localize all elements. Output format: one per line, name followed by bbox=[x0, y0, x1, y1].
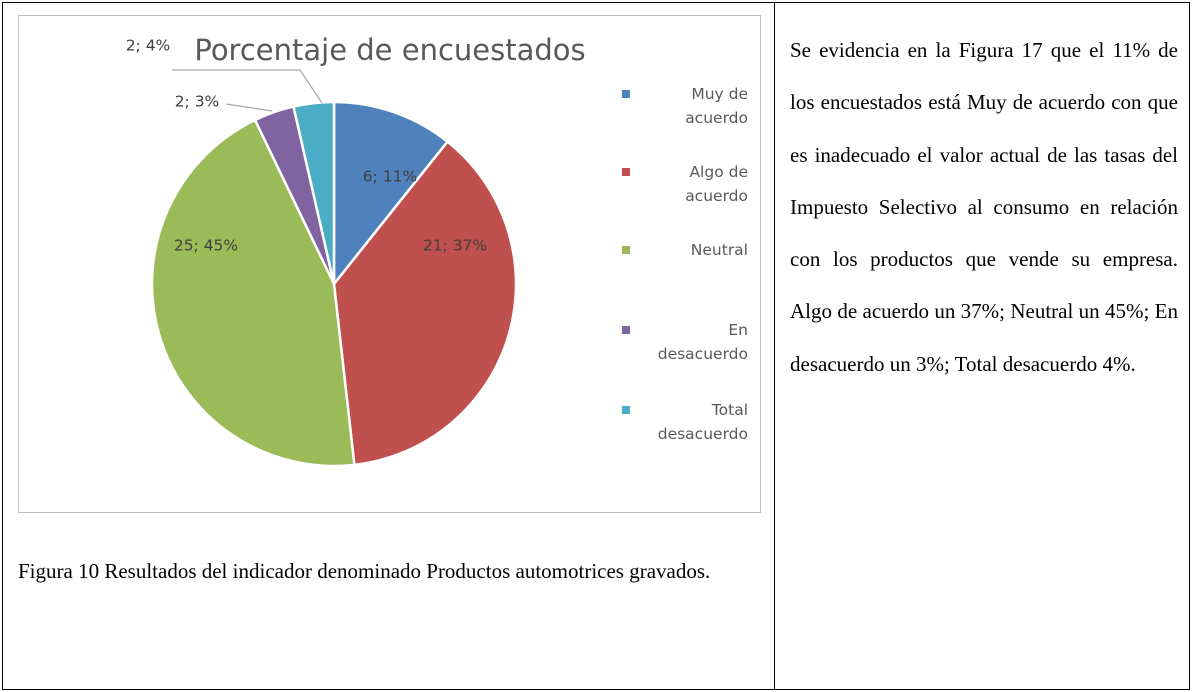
figure-caption: Figura 10 Resultados del indicador denom… bbox=[18, 559, 711, 583]
pie-slice bbox=[292, 100, 336, 285]
description: Se evidencia en la Figura 17 que el 11% … bbox=[790, 38, 1178, 376]
pie-slice bbox=[332, 100, 450, 288]
legend-item: Algo de acuerdo bbox=[622, 160, 748, 208]
data-label: 21; 37% bbox=[423, 237, 487, 255]
legend-item: Total desacuerdo bbox=[622, 398, 748, 446]
legend-item: En desacuerdo bbox=[622, 318, 748, 366]
chart-frame bbox=[18, 15, 761, 513]
leader-line bbox=[225, 103, 273, 112]
legend-swatch bbox=[622, 326, 630, 334]
legend-label: En desacuerdo bbox=[657, 321, 748, 363]
legend-label: Neutral bbox=[690, 241, 748, 259]
legend-label: Algo de acuerdo bbox=[685, 163, 748, 205]
legend-item: Muy de acuerdo bbox=[622, 82, 748, 130]
leader-line bbox=[172, 69, 323, 104]
legend-swatch bbox=[622, 406, 630, 414]
legend-swatch bbox=[622, 246, 630, 254]
data-label: 6; 11% bbox=[363, 168, 417, 186]
pie-slice bbox=[332, 139, 518, 467]
pie-chart: Porcentaje de encuestados 6; 11% 21; 37% 2… bbox=[126, 33, 586, 468]
legend-swatch bbox=[622, 168, 630, 176]
data-label: 25; 45% bbox=[174, 237, 238, 255]
data-label: 2; 4% bbox=[126, 37, 171, 55]
legend-label: Total desacuerdo bbox=[657, 401, 748, 443]
legend-label: Muy de acuerdo bbox=[685, 85, 748, 127]
pie-slice bbox=[150, 118, 356, 468]
chart-title: Porcentaje de encuestados bbox=[194, 33, 585, 67]
data-label: 2; 3% bbox=[175, 93, 220, 111]
legend-item: Neutral bbox=[622, 238, 748, 262]
column-divider bbox=[774, 2, 776, 690]
legend-swatch bbox=[622, 90, 630, 98]
